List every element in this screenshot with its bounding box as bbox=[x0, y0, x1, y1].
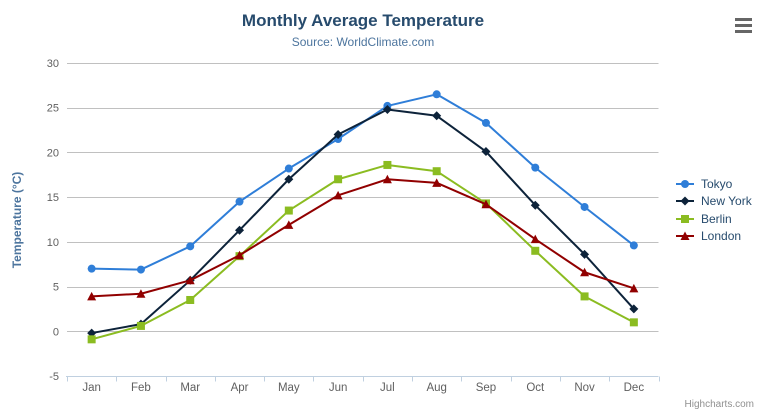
export-menu-button[interactable] bbox=[733, 15, 755, 35]
data-point-berlin[interactable] bbox=[531, 246, 540, 255]
legend: Tokyo New York Berlin London bbox=[676, 175, 752, 245]
data-point-berlin[interactable] bbox=[580, 292, 589, 301]
data-point-berlin[interactable] bbox=[284, 206, 293, 215]
square-icon bbox=[676, 214, 694, 223]
x-axis-label: Apr bbox=[231, 382, 249, 394]
y-axis-label: -5 bbox=[49, 371, 59, 383]
square-icon[interactable] bbox=[681, 214, 689, 223]
legend-item-tokyo[interactable]: Tokyo bbox=[676, 175, 752, 193]
data-point-london[interactable] bbox=[530, 234, 540, 244]
data-point-london[interactable] bbox=[87, 291, 97, 301]
circle-icon bbox=[676, 179, 694, 188]
series-line-london bbox=[90, 178, 635, 298]
data-point-new-york[interactable] bbox=[333, 130, 343, 140]
series-new-york bbox=[87, 105, 639, 338]
legend-item-new-york[interactable]: New York bbox=[676, 193, 752, 211]
hamburger-icon bbox=[735, 17, 752, 21]
series-line-tokyo bbox=[90, 93, 635, 271]
data-point-new-york[interactable] bbox=[432, 111, 442, 121]
data-point-tokyo[interactable] bbox=[629, 241, 638, 250]
legend-item-berlin[interactable]: Berlin bbox=[676, 210, 752, 228]
data-point-tokyo[interactable] bbox=[531, 163, 540, 172]
diamond-icon[interactable] bbox=[680, 196, 690, 206]
y-axis-label: 30 bbox=[47, 58, 59, 70]
x-axis-label: Nov bbox=[574, 382, 595, 394]
data-point-london[interactable] bbox=[580, 267, 590, 277]
x-axis-label: Aug bbox=[426, 382, 446, 394]
data-point-new-york[interactable] bbox=[481, 147, 491, 157]
x-axis-label: Jan bbox=[82, 382, 101, 394]
y-axis-title: Temperature (°C) bbox=[10, 171, 24, 269]
data-point-new-york[interactable] bbox=[87, 328, 97, 338]
data-point-new-york[interactable] bbox=[284, 174, 294, 184]
x-axis-label: Oct bbox=[526, 382, 545, 394]
x-axis-label: Dec bbox=[624, 382, 645, 394]
data-point-london[interactable] bbox=[481, 199, 491, 209]
data-point-tokyo[interactable] bbox=[186, 242, 195, 251]
data-point-tokyo[interactable] bbox=[580, 202, 589, 211]
legend-item-london[interactable]: London bbox=[676, 228, 752, 246]
data-point-new-york[interactable] bbox=[629, 304, 639, 314]
data-point-berlin[interactable] bbox=[383, 160, 392, 169]
legend-label: London bbox=[701, 229, 742, 244]
data-point-tokyo[interactable] bbox=[87, 264, 96, 273]
y-axis-label: 15 bbox=[47, 192, 59, 204]
data-point-berlin[interactable] bbox=[186, 295, 195, 304]
series-line-new-york bbox=[90, 108, 635, 335]
data-point-berlin[interactable] bbox=[136, 321, 145, 330]
data-point-london[interactable] bbox=[432, 178, 442, 187]
data-point-london[interactable] bbox=[382, 174, 392, 184]
credits-link[interactable]: Highcharts.com bbox=[684, 399, 754, 410]
data-point-berlin[interactable] bbox=[432, 167, 441, 176]
data-point-tokyo[interactable] bbox=[481, 118, 490, 127]
chart-subtitle: Source: WorldClimate.com bbox=[291, 35, 435, 49]
data-point-tokyo[interactable] bbox=[432, 90, 441, 99]
x-axis-label: Jun bbox=[329, 382, 348, 394]
data-point-london[interactable] bbox=[136, 289, 146, 298]
data-point-tokyo[interactable] bbox=[235, 197, 244, 206]
y-axis-label: 10 bbox=[47, 237, 59, 249]
chart-title: Monthly Average Temperature bbox=[241, 11, 485, 30]
data-point-london[interactable] bbox=[629, 283, 639, 293]
data-point-new-york[interactable] bbox=[382, 105, 392, 115]
legend-label: New York bbox=[701, 194, 752, 209]
diamond-icon bbox=[676, 196, 694, 206]
data-point-berlin[interactable] bbox=[334, 175, 343, 184]
data-point-tokyo[interactable] bbox=[284, 164, 293, 173]
legend-label: Berlin bbox=[701, 211, 732, 226]
data-point-london[interactable] bbox=[284, 220, 294, 229]
x-axis-label: May bbox=[278, 382, 300, 394]
data-point-berlin[interactable] bbox=[629, 318, 638, 327]
y-axis-label: 25 bbox=[47, 103, 59, 115]
triangle-icon bbox=[676, 231, 694, 241]
series-london bbox=[87, 174, 639, 301]
data-point-new-york[interactable] bbox=[530, 200, 540, 210]
data-point-berlin[interactable] bbox=[87, 335, 96, 344]
data-point-new-york[interactable] bbox=[580, 249, 590, 259]
y-axis-label: 5 bbox=[53, 282, 59, 294]
x-axis-label: Sep bbox=[476, 382, 496, 394]
x-axis-label: Mar bbox=[180, 382, 200, 394]
circle-icon[interactable] bbox=[681, 179, 689, 188]
data-point-london[interactable] bbox=[235, 250, 245, 260]
x-axis-label: Feb bbox=[131, 382, 151, 394]
data-point-london[interactable] bbox=[333, 190, 343, 200]
data-point-london[interactable] bbox=[185, 275, 195, 285]
series-tokyo bbox=[87, 90, 638, 274]
triangle-icon[interactable] bbox=[680, 231, 690, 241]
data-point-tokyo[interactable] bbox=[136, 265, 145, 274]
x-axis-label: Jul bbox=[380, 382, 395, 394]
legend-label: Tokyo bbox=[701, 176, 733, 191]
series-line-berlin bbox=[90, 163, 635, 341]
y-axis-label: 0 bbox=[53, 326, 59, 338]
data-point-new-york[interactable] bbox=[235, 225, 245, 235]
y-axis-label: 20 bbox=[47, 147, 59, 159]
